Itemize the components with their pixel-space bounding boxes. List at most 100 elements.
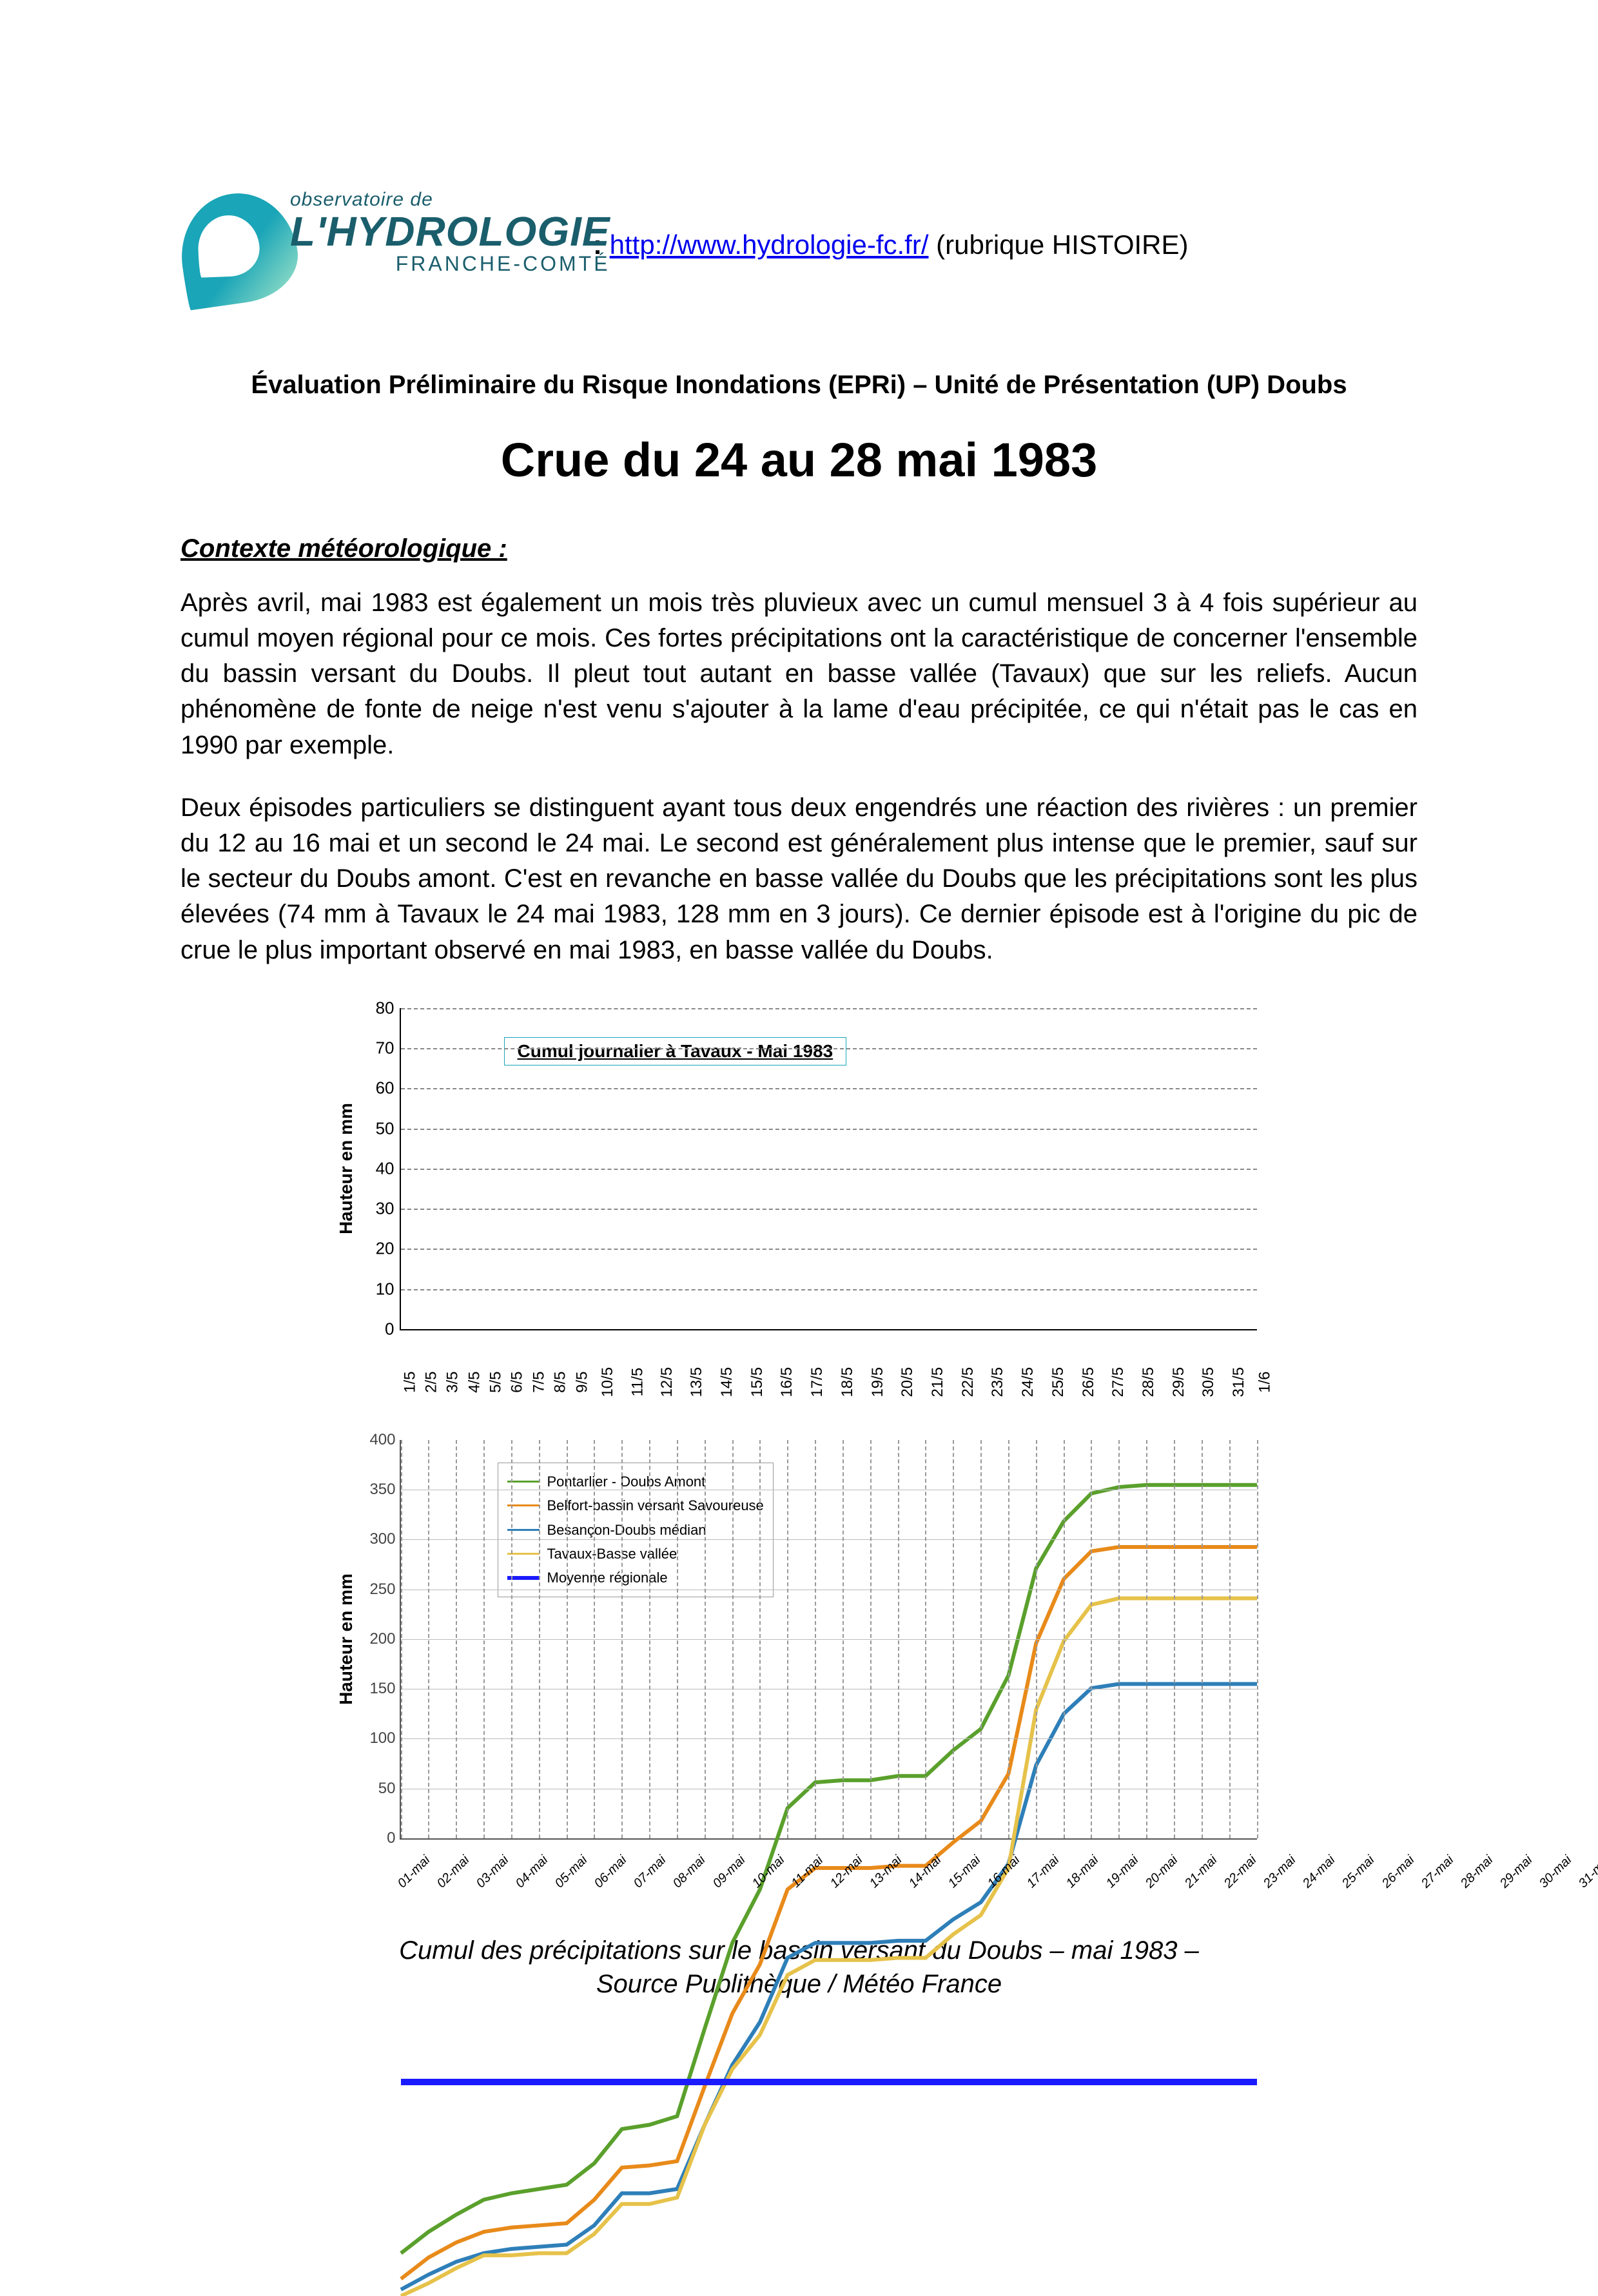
xtick: 18/5 [833, 1334, 863, 1421]
ytick-label: 50 [376, 1117, 395, 1140]
xtick-label: 19/5 [868, 1367, 888, 1397]
xtick-label: 28-mai [1457, 1852, 1497, 1892]
gridline [401, 1169, 1257, 1170]
xtick-label: 25/5 [1048, 1367, 1069, 1397]
logo-line2: L'HYDROLOGIE [290, 213, 610, 251]
ytick-label: 350 [369, 1479, 395, 1500]
xtick: 1/5 [400, 1334, 421, 1421]
ytick-label: 0 [385, 1318, 394, 1340]
logo-shape-icon [173, 186, 304, 310]
vgridline [705, 1440, 706, 1838]
xtick: 7/5 [529, 1334, 550, 1421]
xtick-label: 12/5 [657, 1367, 677, 1397]
xtick: 06-mai [596, 1843, 636, 1923]
xtick: 6/5 [507, 1334, 528, 1421]
xtick-label: 25-mai [1339, 1852, 1379, 1892]
vgridline [787, 1440, 788, 1838]
paragraph-1: Après avril, mai 1983 est également un m… [180, 585, 1418, 763]
vgridline [980, 1440, 982, 1838]
gridline [401, 1209, 1257, 1210]
vgridline [1146, 1440, 1147, 1838]
xtick: 12-mai [832, 1843, 872, 1923]
xtick: 17-mai [1029, 1843, 1068, 1923]
xtick: 07-mai [636, 1843, 675, 1923]
xtick: 25-mai [1344, 1843, 1383, 1923]
document-subtitle: Évaluation Préliminaire du Risque Inonda… [180, 367, 1418, 402]
vgridline [759, 1440, 761, 1838]
xtick-label: 16-mai [984, 1852, 1024, 1892]
xtick: 29-mai [1502, 1843, 1541, 1923]
gridline [401, 1539, 1257, 1540]
xtick: 27/5 [1104, 1334, 1134, 1421]
xtick: 19-mai [1108, 1843, 1147, 1923]
ytick-label: 60 [376, 1077, 395, 1100]
line-chart-ylabel: Hauteur en mm [334, 1573, 358, 1705]
ytick-label: 30 [376, 1197, 395, 1220]
vgridline [649, 1440, 650, 1838]
header: observatoire de L'HYDROLOGIE FRANCHE-COM… [180, 180, 1418, 309]
ytick-label: 80 [376, 997, 395, 1019]
vgridline [428, 1440, 429, 1838]
gridline [401, 1289, 1257, 1290]
xtick: 27-mai [1423, 1843, 1463, 1923]
xtick-label: 03-mai [473, 1852, 512, 1892]
ytick-label: 250 [369, 1579, 395, 1599]
xtick-label: 19-mai [1102, 1852, 1142, 1892]
xtick-label: 29/5 [1169, 1367, 1189, 1397]
xtick-label: 20-mai [1142, 1852, 1182, 1892]
vgridline [925, 1440, 926, 1838]
header-suffix: (rubrique HISTOIRE) [929, 229, 1189, 260]
vgridline [621, 1440, 623, 1838]
xtick-label: 17/5 [807, 1367, 828, 1397]
xtick: 14/5 [712, 1334, 743, 1421]
xtick-label: 08-mai [670, 1852, 710, 1892]
paragraph-2: Deux épisodes particuliers se distinguen… [180, 790, 1418, 968]
ytick-label: 10 [376, 1278, 395, 1300]
xtick-label: 27-mai [1418, 1852, 1457, 1892]
header-link[interactable]: http://www.hydrologie-fc.fr/ [610, 229, 929, 260]
xtick: 12/5 [652, 1334, 683, 1421]
vgridline [1064, 1440, 1065, 1838]
vgridline [539, 1440, 540, 1838]
xtick: 4/5 [464, 1334, 485, 1421]
xtick-label: 09-mai [709, 1852, 749, 1892]
vgridline [1202, 1440, 1203, 1838]
vgridline [843, 1440, 844, 1838]
xtick-label: 21/5 [928, 1367, 948, 1397]
ytick-label: 400 [369, 1430, 395, 1450]
xtick-label: 20/5 [897, 1367, 918, 1397]
xtick-label: 1/5 [400, 1371, 420, 1392]
logo-line3: FRANCHE-COMTÉ [290, 250, 610, 278]
xtick: 30/5 [1194, 1334, 1224, 1421]
xtick: 10/5 [593, 1334, 623, 1421]
xtick: 26-mai [1384, 1843, 1423, 1923]
xtick: 22-mai [1226, 1843, 1265, 1923]
xtick-label: 23/5 [988, 1367, 1009, 1397]
xtick: 19/5 [863, 1334, 893, 1421]
xtick-label: 23-mai [1260, 1852, 1300, 1892]
line-series [401, 1684, 1257, 2290]
xtick-label: 04-mai [512, 1852, 552, 1892]
xtick-label: 15-mai [944, 1852, 984, 1892]
xtick: 1/6 [1254, 1334, 1276, 1421]
xtick-label: 6/5 [507, 1371, 528, 1392]
xtick-label: 16/5 [777, 1367, 798, 1397]
xtick-label: 29-mai [1496, 1852, 1536, 1892]
xtick: 15-mai [950, 1843, 989, 1923]
gridline [401, 1249, 1257, 1250]
xtick: 15/5 [743, 1334, 773, 1421]
logo-text: observatoire de L'HYDROLOGIE FRANCHE-COM… [290, 187, 610, 278]
xtick: 24/5 [1013, 1334, 1044, 1421]
xtick-label: 17-mai [1024, 1852, 1064, 1892]
xtick: 13-mai [872, 1843, 911, 1923]
vgridline [1257, 1440, 1258, 1838]
xtick: 23-mai [1265, 1843, 1305, 1923]
xtick: 02-mai [439, 1843, 478, 1923]
xtick-label: 27/5 [1108, 1367, 1129, 1397]
vgridline [1008, 1440, 1009, 1838]
xtick: 01-mai [400, 1843, 439, 1923]
vgridline [1036, 1440, 1037, 1838]
vgridline [1229, 1440, 1231, 1838]
xtick-label: 18/5 [837, 1367, 858, 1397]
xtick: 25/5 [1044, 1334, 1074, 1421]
